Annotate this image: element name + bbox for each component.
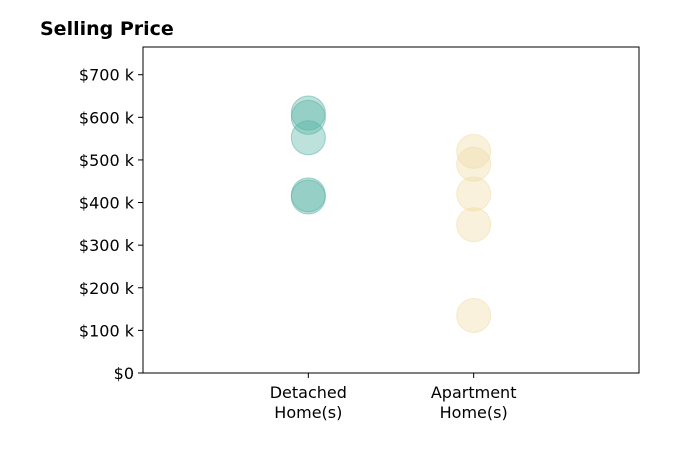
x-tick-label: Detached Home(s) bbox=[270, 383, 347, 422]
y-tick-label: $600 k bbox=[79, 108, 135, 127]
y-axis: $0 $100 k $200 k $300 k $400 k $500 k $600 k $7… bbox=[79, 66, 143, 383]
x-tick-label: Apartment Home(s) bbox=[431, 383, 517, 422]
y-tick-label: $400 k bbox=[79, 194, 135, 213]
y-tick-label: $700 k bbox=[79, 66, 135, 85]
scatter-point bbox=[290, 95, 326, 131]
scatter-point bbox=[456, 146, 492, 182]
y-tick-label: $500 k bbox=[79, 151, 135, 170]
x-tick-label-line: Home(s) bbox=[440, 403, 508, 422]
scatter-point bbox=[456, 133, 492, 169]
scatter-point bbox=[290, 120, 326, 156]
x-axis: Detached Home(s)Apartment Home(s) bbox=[270, 373, 517, 422]
y-tick-label: $0 bbox=[114, 364, 134, 383]
scatter-point bbox=[290, 179, 326, 215]
x-tick-label-line: Apartment bbox=[431, 383, 517, 402]
points-layer bbox=[290, 95, 492, 333]
y-tick-label: $100 k bbox=[79, 321, 135, 340]
y-tick-label: $300 k bbox=[79, 236, 135, 255]
scatter-point bbox=[456, 207, 492, 243]
chart-title: Selling Price bbox=[40, 18, 174, 40]
scatter-point bbox=[456, 176, 492, 212]
scatter-point bbox=[456, 297, 492, 333]
y-tick-label: $200 k bbox=[79, 279, 135, 298]
plot-frame bbox=[142, 46, 640, 374]
x-tick-label-line: Home(s) bbox=[274, 403, 342, 422]
x-tick-label-line: Detached bbox=[270, 383, 347, 402]
scatter-point bbox=[290, 99, 326, 135]
